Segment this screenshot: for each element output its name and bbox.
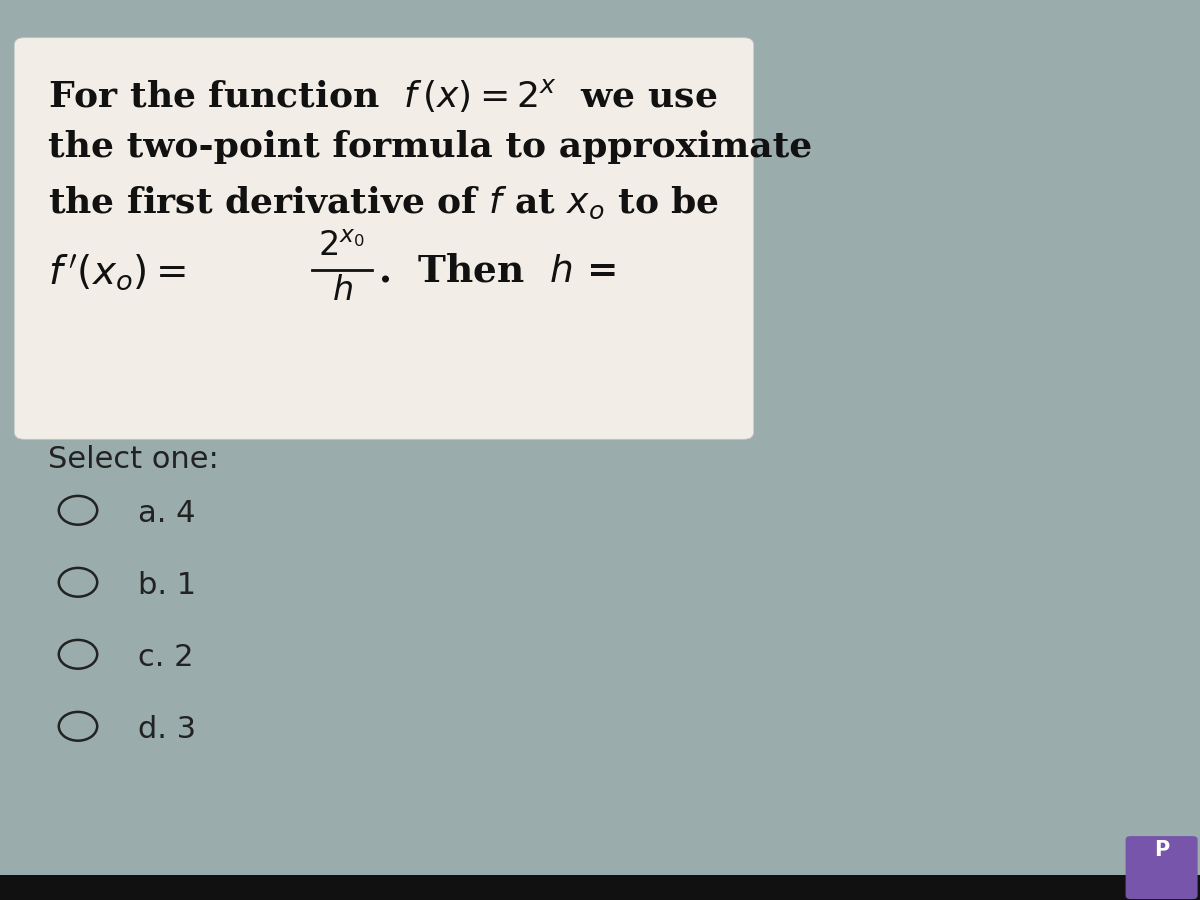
Text: P: P <box>1154 840 1169 860</box>
Text: Select one:: Select one: <box>48 446 218 474</box>
Text: the two-point formula to approximate: the two-point formula to approximate <box>48 130 812 165</box>
Text: a. 4: a. 4 <box>138 500 196 528</box>
FancyBboxPatch shape <box>0 875 1200 900</box>
Text: d. 3: d. 3 <box>138 716 196 744</box>
Text: c. 2: c. 2 <box>138 644 193 672</box>
Text: $f\,{'}(x_o) =$: $f\,{'}(x_o) =$ <box>48 252 186 292</box>
Text: For the function  $f\,(x) = 2^x$  we use: For the function $f\,(x) = 2^x$ we use <box>48 76 718 113</box>
Text: .  Then  $h$ =: . Then $h$ = <box>378 252 616 289</box>
Text: $h$: $h$ <box>331 274 353 308</box>
FancyBboxPatch shape <box>14 38 754 439</box>
Text: the first derivative of $f$ at $x_o$ to be: the first derivative of $f$ at $x_o$ to … <box>48 184 719 220</box>
Text: $2^{x_0}$: $2^{x_0}$ <box>318 230 365 263</box>
FancyBboxPatch shape <box>1126 836 1198 899</box>
Text: b. 1: b. 1 <box>138 572 196 600</box>
